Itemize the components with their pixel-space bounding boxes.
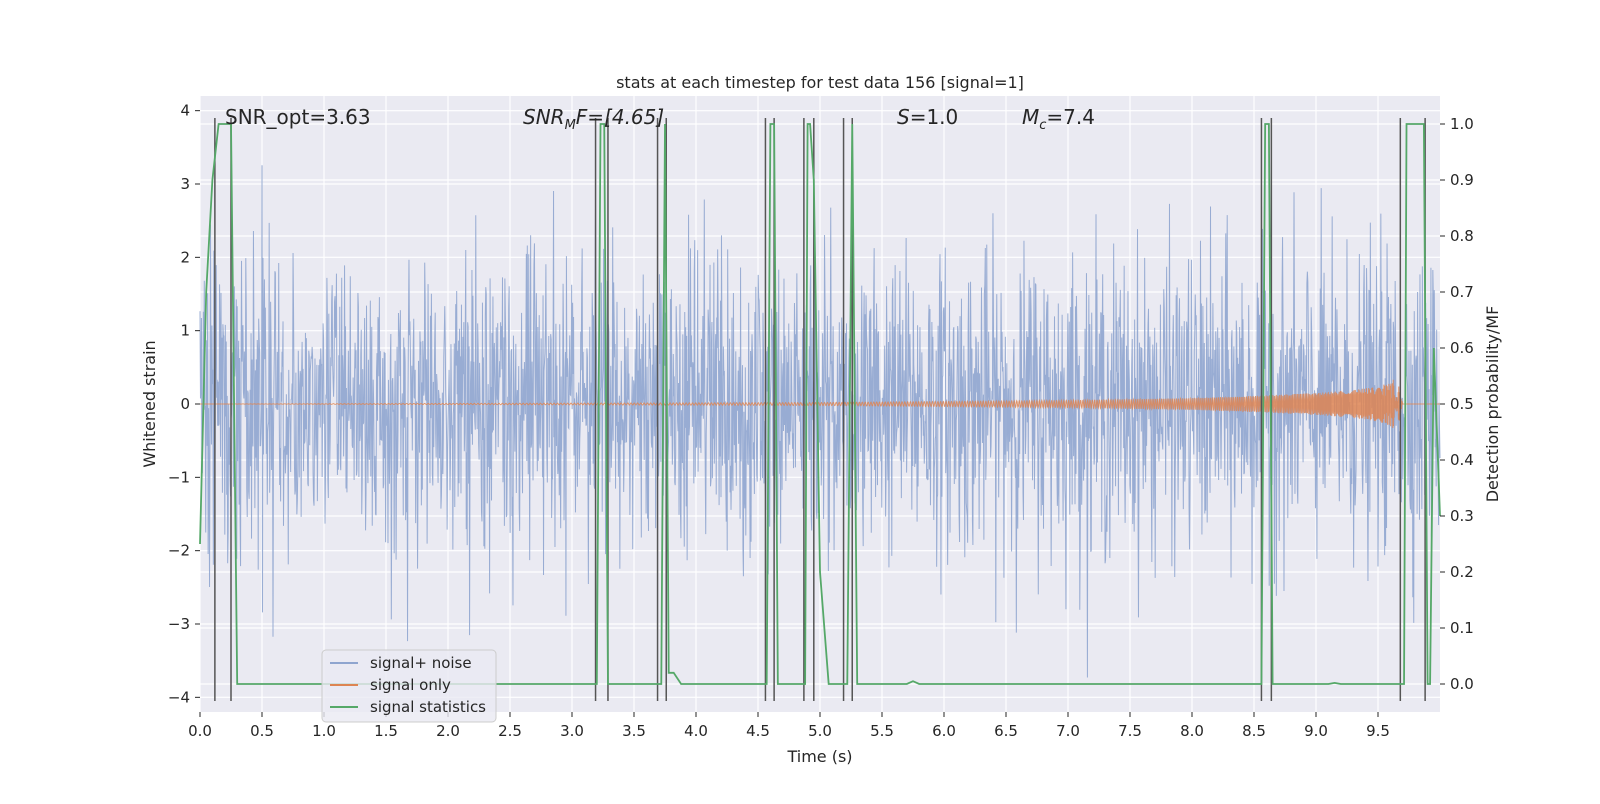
data-layer [199,118,1441,701]
y-right-tick-label: 0.7 [1450,283,1474,301]
y-right-tick-label: 0.1 [1450,619,1474,637]
x-tick-label: 5.0 [808,722,832,740]
y-right-tick-label: 0.8 [1450,227,1474,245]
x-tick-label: 6.5 [994,722,1018,740]
y-tick-label: 4 [180,102,190,120]
y-axis-label: Whitened strain [140,340,159,467]
y-tick-label: −2 [168,542,190,560]
legend-box [321,649,497,723]
y-right-tick-label: 0.0 [1450,675,1474,693]
x-tick-label: 4.0 [684,722,708,740]
y-tick-label: 1 [180,322,190,340]
x-tick-label: 9.5 [1366,722,1390,740]
y-tick-label: 0 [180,395,190,413]
x-tick-label: 6.0 [932,722,956,740]
x-tick-label: 8.5 [1242,722,1266,740]
legend-label-stats: signal statistics [370,698,486,716]
s-annotation: S=1.0 [897,105,958,129]
x-tick-label: 2.0 [436,722,460,740]
y-right-tick-label: 1.0 [1450,115,1474,133]
chart-title: stats at each timestep for test data 156… [616,73,1024,92]
x-tick-label: 0.0 [188,722,212,740]
y-axis-right-label: Detection probability/MF [1483,306,1502,503]
y-right-tick-label: 0.2 [1450,563,1474,581]
y-right-tick-label: 0.5 [1450,395,1474,413]
snr-mf-annotation: SNRMF=[4.65] [523,105,664,133]
legend-label-noise: signal+ noise [370,654,472,672]
y-tick-label: −3 [168,615,190,633]
legend: signal+ noise signal only signal statist… [321,649,497,723]
x-tick-label: 5.5 [870,722,894,740]
x-tick-label: 1.5 [374,722,398,740]
ticks: 0.0 0.5 1.0 1.5 2.0 2.5 3.0 3.5 4.0 4.5 5.0 5.5 6.0 6… [168,102,1474,740]
y-tick-label: 2 [180,248,190,266]
y-tick-label: −1 [168,468,190,486]
series-signal-noise [199,165,1441,678]
x-tick-label: 4.5 [746,722,770,740]
x-tick-label: 3.0 [560,722,584,740]
x-axis-label: Time (s) [786,747,852,766]
y-right-tick-label: 0.4 [1450,451,1474,469]
x-tick-label: 3.5 [622,722,646,740]
x-tick-label: 0.5 [250,722,274,740]
mc-annotation: Mc=7.4 [1022,105,1095,133]
x-tick-label: 7.5 [1118,722,1142,740]
series-signal-statistics [199,123,1441,685]
x-tick-label: 2.5 [498,722,522,740]
snr-opt-annotation: SNR_opt=3.63 [225,105,371,129]
y-right-tick-label: 0.6 [1450,339,1474,357]
legend-label-signal: signal only [370,676,451,694]
x-tick-label: 1.0 [312,722,336,740]
x-tick-label: 7.0 [1056,722,1080,740]
x-tick-label: 9.0 [1304,722,1328,740]
y-tick-label: −4 [168,688,190,706]
y-right-tick-label: 0.3 [1450,507,1474,525]
y-right-tick-label: 0.9 [1450,171,1474,189]
x-tick-label: 8.0 [1180,722,1204,740]
series-signal-only [200,379,1440,429]
y-tick-label: 3 [180,175,190,193]
